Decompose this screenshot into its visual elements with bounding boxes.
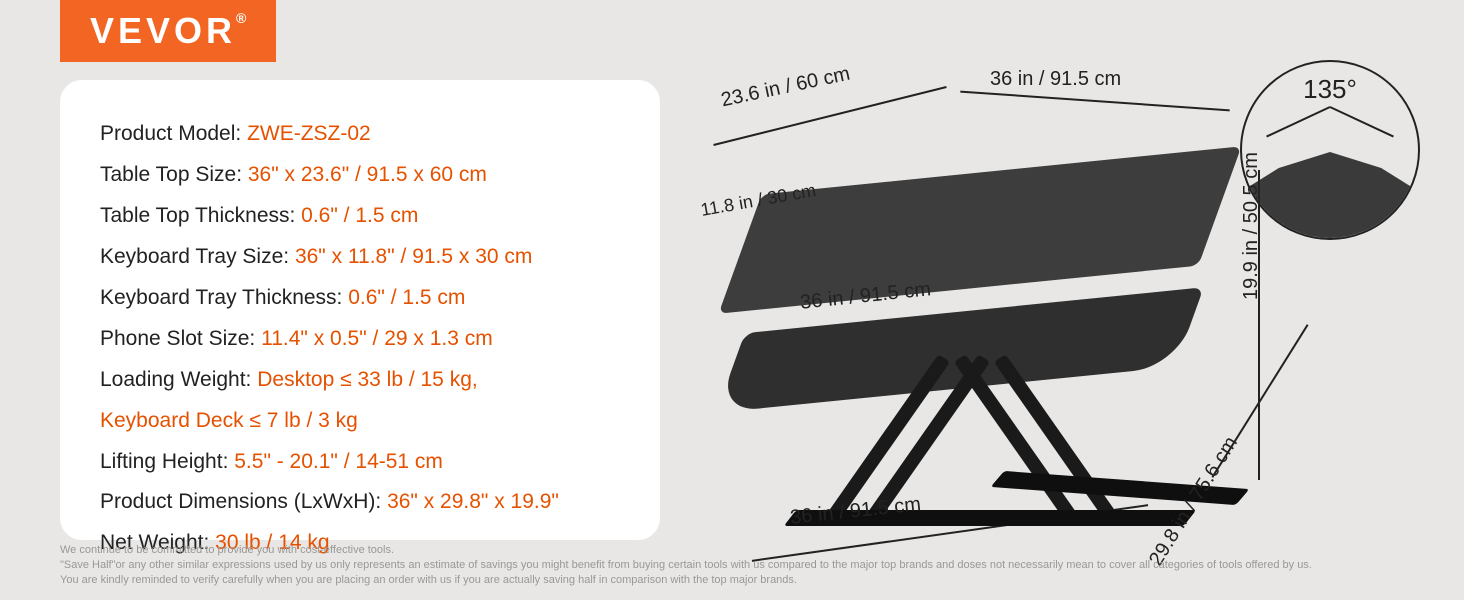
spec-row: Loading Weight: Desktop ≤ 33 lb / 15 kg, (100, 360, 620, 401)
spec-value: 36" x 29.8" x 19.9" (387, 490, 559, 513)
angle-label: 135° (1242, 74, 1418, 105)
spec-card: Product Model: ZWE-ZSZ-02 Table Top Size… (60, 80, 660, 540)
dim-height: 19.9 in / 50.5 cm (1240, 152, 1263, 300)
spec-row: Keyboard Tray Thickness: 0.6" / 1.5 cm (100, 278, 620, 319)
dim-top-width: 36 in / 91.5 cm (990, 68, 1121, 91)
spec-value: 0.6" / 1.5 cm (301, 204, 418, 227)
disclaimer-line: "Save Half"or any other similar expressi… (60, 558, 1434, 573)
spec-row: Product Dimensions (LxWxH): 36" x 29.8" … (100, 482, 620, 523)
spec-label: Product Model: (100, 122, 247, 145)
spec-label: Keyboard Tray Size: (100, 245, 295, 268)
brand-logo: VEVOR (60, 0, 276, 62)
spec-label: Lifting Height: (100, 450, 234, 473)
spec-label: Table Top Size: (100, 163, 248, 186)
spec-value: Desktop ≤ 33 lb / 15 kg, (257, 368, 477, 391)
spec-row: Product Model: ZWE-ZSZ-02 (100, 114, 620, 155)
desk-top-shape (718, 146, 1241, 313)
spec-row: Table Top Thickness: 0.6" / 1.5 cm (100, 196, 620, 237)
spec-value: 5.5" - 20.1" / 14-51 cm (234, 450, 443, 473)
disclaimer-line: You are kindly reminded to verify carefu… (60, 573, 1434, 588)
spec-label: Keyboard Tray Thickness: (100, 286, 348, 309)
spec-row: Keyboard Tray Size: 36" x 11.8" / 91.5 x… (100, 237, 620, 278)
spec-value-continued: Keyboard Deck ≤ 7 lb / 3 kg (100, 401, 620, 442)
spec-label: Product Dimensions (LxWxH): (100, 490, 387, 513)
dimension-line (960, 91, 1229, 112)
spec-value: 0.6" / 1.5 cm (348, 286, 465, 309)
spec-value: 36" x 11.8" / 91.5 x 30 cm (295, 245, 532, 268)
spec-label: Loading Weight: (100, 368, 257, 391)
product-diagram: 135° 23.6 in / 60 cm 36 in / 91.5 cm 11.… (680, 60, 1440, 560)
spec-value: 36" x 23.6" / 91.5 x 60 cm (248, 163, 487, 186)
spec-value: 11.4" x 0.5" / 29 x 1.3 cm (261, 327, 493, 350)
spec-row: Table Top Size: 36" x 23.6" / 91.5 x 60 … (100, 155, 620, 196)
disclaimer-line: We continue to be committed to provide y… (60, 543, 1434, 558)
spec-row: Lifting Height: 5.5" - 20.1" / 14-51 cm (100, 442, 620, 483)
dim-top-depth: 23.6 in / 60 cm (719, 63, 852, 113)
scissor-frame-shape (850, 350, 1110, 520)
spec-value: ZWE-ZSZ-02 (247, 122, 371, 145)
disclaimer-text: We continue to be committed to provide y… (60, 543, 1434, 588)
spec-row: Phone Slot Size: 11.4" x 0.5" / 29 x 1.3… (100, 319, 620, 360)
spec-label: Phone Slot Size: (100, 327, 261, 350)
angle-lines-icon (1270, 106, 1390, 156)
spec-label: Table Top Thickness: (100, 204, 301, 227)
